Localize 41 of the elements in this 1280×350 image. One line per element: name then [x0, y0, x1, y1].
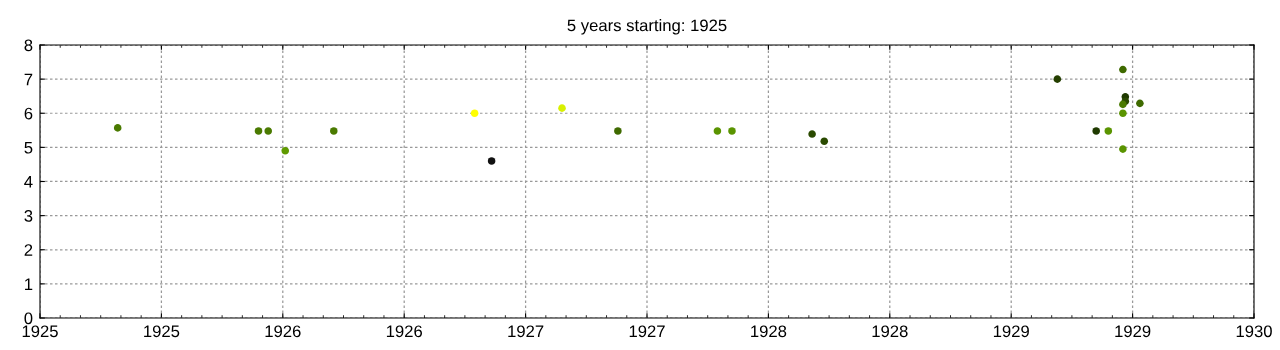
y-tick-label: 5 [24, 141, 33, 154]
x-tick-label: 1927 [508, 325, 544, 338]
point [614, 127, 622, 135]
y-tick-label: 4 [24, 176, 33, 188]
y-tick-label: 1 [25, 278, 33, 290]
y-tick-label: 3 [24, 210, 33, 222]
x-tick-label: 1925 [22, 325, 58, 338]
y-tick-label: 7 [24, 73, 33, 86]
chart-title: 5 years starting: 1925 [567, 19, 727, 35]
x-tick-label: 1929 [993, 325, 1029, 338]
y-tick-label: 8 [24, 39, 33, 52]
point [728, 127, 736, 135]
point [264, 127, 273, 135]
x-tick-label: 1926 [265, 325, 301, 338]
x-tick-label: 1929 [1115, 325, 1151, 338]
point [1119, 109, 1127, 118]
point [1053, 75, 1062, 83]
point [329, 127, 338, 135]
point [1136, 99, 1144, 108]
point [1119, 65, 1127, 74]
point [820, 137, 829, 146]
point [713, 127, 722, 135]
point [1119, 145, 1127, 153]
x-tick-label: 1925 [144, 325, 180, 338]
x-tick-label: 1928 [872, 325, 908, 338]
point [1104, 127, 1113, 135]
x-tick-label: 1927 [629, 325, 665, 338]
point [558, 104, 566, 112]
x-tick-label: 1928 [751, 325, 787, 338]
point [281, 146, 290, 155]
point [470, 109, 479, 118]
point [113, 124, 122, 132]
x-tick-label: 1930 [1236, 325, 1272, 338]
y-tick-label: 6 [24, 107, 33, 120]
y-tick-label: 0 [24, 312, 33, 325]
y-tick-label: 2 [24, 244, 33, 256]
point [487, 157, 496, 165]
point [254, 127, 263, 135]
point [1092, 127, 1100, 135]
x-tick-label: 1926 [386, 325, 423, 338]
point [808, 130, 816, 138]
